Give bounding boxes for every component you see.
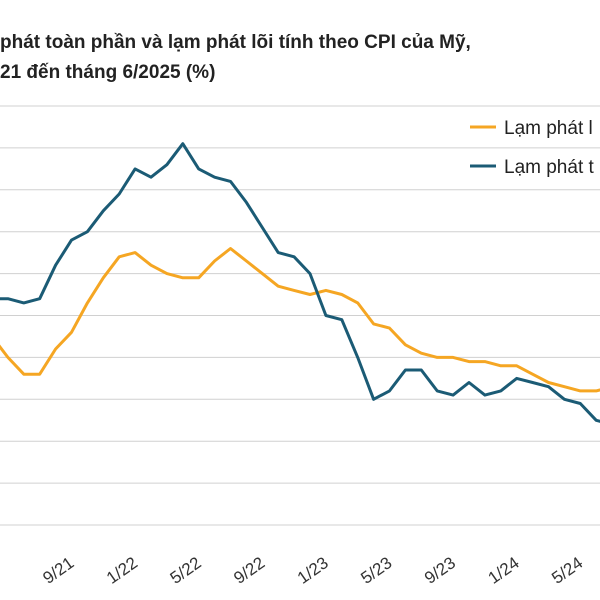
series-line-headline bbox=[0, 142, 600, 423]
x-tick-label: 9/21 bbox=[39, 553, 77, 588]
series-line-core bbox=[0, 247, 600, 393]
chart-title: phát toàn phần và lạm phát lõi tính theo… bbox=[0, 28, 471, 88]
gridlines bbox=[0, 105, 600, 526]
chart-title-line2: 21 đến tháng 6/2025 (%) bbox=[0, 62, 216, 83]
x-tick-label: 9/23 bbox=[421, 553, 459, 588]
legend-label-core: Lạm phát l bbox=[504, 118, 593, 139]
x-tick-label: 1/22 bbox=[103, 553, 141, 588]
x-tick-label: 1/24 bbox=[485, 553, 523, 588]
legend: Lạm phát l Lạm phát t bbox=[470, 118, 594, 178]
x-tick-label: 5/24 bbox=[548, 553, 586, 588]
chart-title-line1: phát toàn phần và lạm phát lõi tính theo… bbox=[0, 32, 471, 53]
series-lines bbox=[0, 142, 600, 423]
x-tick-label: 5/23 bbox=[357, 553, 395, 588]
x-tick-label: 5/22 bbox=[167, 553, 205, 588]
x-tick-label: 9/22 bbox=[230, 553, 268, 588]
x-tick-label: 1/23 bbox=[294, 553, 332, 588]
x-axis-ticks: 9/211/225/229/221/235/239/231/245/249/24 bbox=[39, 553, 586, 588]
legend-label-headline: Lạm phát t bbox=[504, 157, 594, 178]
